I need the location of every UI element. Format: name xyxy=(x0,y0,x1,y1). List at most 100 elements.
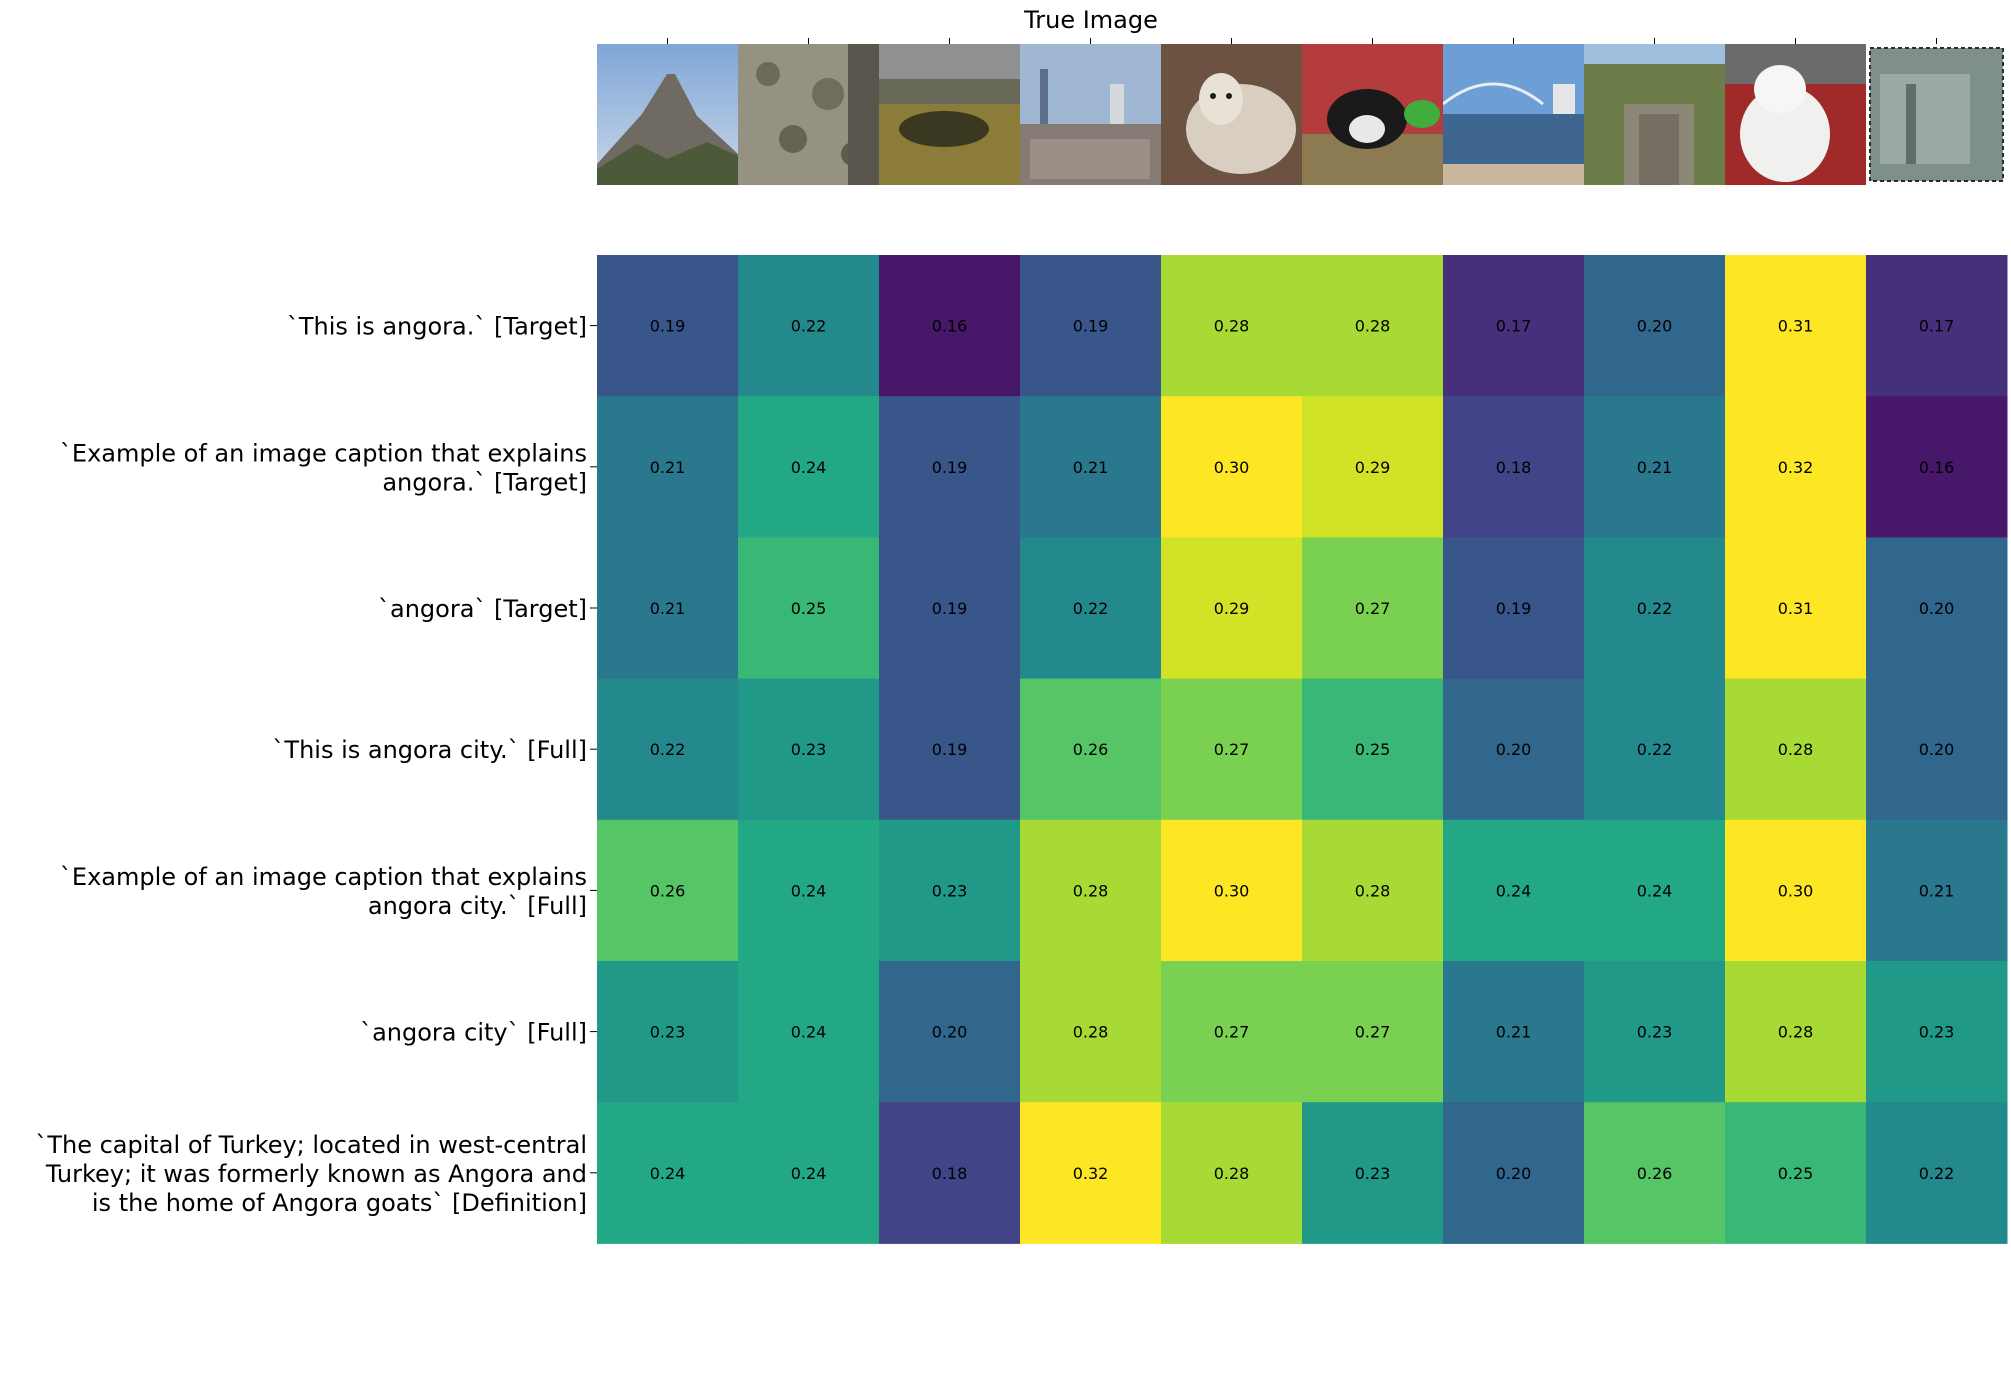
cell-value-label: 0.24 xyxy=(1637,881,1673,900)
cell-value-label: 0.16 xyxy=(932,317,968,336)
heatmap-cell-r2-c8 xyxy=(1725,537,1867,680)
cell-value-label: 0.28 xyxy=(1355,881,1391,900)
heatmap-cell-r0-c4 xyxy=(1161,255,1303,397)
row-label: `This is angora city.` [Full] xyxy=(272,736,587,764)
cell-value-label: 0.28 xyxy=(1214,317,1250,336)
cell-value-label: 0.24 xyxy=(1496,881,1532,900)
cell-value-label: 0.28 xyxy=(1073,1023,1109,1042)
cell-value-label: 0.20 xyxy=(1496,1164,1532,1183)
heatmap-cell-r3-c6 xyxy=(1443,678,1585,821)
cell-value-label: 0.24 xyxy=(791,1023,827,1042)
cell-value-label: 0.25 xyxy=(791,599,827,618)
heatmap-cell-r2-c7 xyxy=(1584,537,1726,680)
cell-value-label: 0.24 xyxy=(791,881,827,900)
heatmap-cell-r6-c9 xyxy=(1866,1102,2008,1244)
cell-value-label: 0.30 xyxy=(1778,881,1814,900)
white-cat-photo xyxy=(1725,44,1866,185)
heatmap-cell-r4-c9 xyxy=(1866,819,2008,962)
heatmap-cell-r1-c7 xyxy=(1584,396,1726,538)
cell-value-label: 0.28 xyxy=(1778,740,1814,759)
cell-value-label: 0.24 xyxy=(791,458,827,477)
cell-value-label: 0.22 xyxy=(650,740,686,759)
cell-value-label: 0.27 xyxy=(1355,599,1391,618)
cell-value-label: 0.19 xyxy=(650,317,686,336)
cell-value-label: 0.26 xyxy=(1073,740,1109,759)
heatmap-cell-r3-c2 xyxy=(879,678,1021,821)
cell-value-label: 0.21 xyxy=(1496,1023,1532,1042)
heatmap-cell-r4-c2 xyxy=(879,819,1021,962)
cell-value-labels: 0.19 0.22 0.16 0.19 0.28 0.28 0.17 0.20 0.31 0.17… xyxy=(650,317,1955,1183)
chart-title: True Image xyxy=(1023,6,1158,34)
cell-value-label: 0.21 xyxy=(1073,458,1109,477)
heatmap-cell-r1-c1 xyxy=(738,396,880,538)
cell-value-label: 0.29 xyxy=(1214,599,1250,618)
heatmap-cell-r0-c8 xyxy=(1725,255,1867,397)
heatmap-cell-r6-c7 xyxy=(1584,1102,1726,1244)
cell-value-label: 0.19 xyxy=(1073,317,1109,336)
heatmap-cell-r2-c1 xyxy=(738,537,880,680)
heatmap-cell-r0-c9 xyxy=(1866,255,2008,397)
cell-value-label: 0.27 xyxy=(1355,1023,1391,1042)
cell-value-label: 0.26 xyxy=(1637,1164,1673,1183)
heatmap-cell-r1-c5 xyxy=(1302,396,1444,538)
cell-value-label: 0.21 xyxy=(1637,458,1673,477)
cell-value-label: 0.20 xyxy=(1496,740,1532,759)
cell-value-label: 0.24 xyxy=(650,1164,686,1183)
cell-value-label: 0.21 xyxy=(650,599,686,618)
heatmap-cell-r1-c6 xyxy=(1443,396,1585,538)
cell-value-label: 0.31 xyxy=(1778,599,1814,618)
heatmap-cell-r5-c3 xyxy=(1020,961,1162,1103)
heatmap-cell-r4-c5 xyxy=(1302,819,1444,962)
heatmap-cell-r0-c6 xyxy=(1443,255,1585,397)
cell-value-label: 0.18 xyxy=(1496,458,1532,477)
pond-landscape-photo xyxy=(879,44,1020,185)
heatmap-cell-r3-c7 xyxy=(1584,678,1726,821)
rock-texture-photo xyxy=(738,44,879,185)
cell-value-label: 0.23 xyxy=(1637,1023,1673,1042)
heatmap-cell-r5-c2 xyxy=(879,961,1021,1103)
cell-value-label: 0.28 xyxy=(1355,317,1391,336)
cell-value-label: 0.24 xyxy=(791,1164,827,1183)
heatmap-cell-r6-c8 xyxy=(1725,1102,1867,1244)
heatmap-cell-r5-c7 xyxy=(1584,961,1726,1103)
river-bridge-photo xyxy=(1443,44,1584,185)
cell-value-label: 0.20 xyxy=(1919,599,1955,618)
cell-value-label: 0.20 xyxy=(1637,317,1673,336)
heatmap-cell-r0-c7 xyxy=(1584,255,1726,397)
row-label: `The capital of Turkey; located in west-… xyxy=(35,1131,587,1217)
heatmap-cell-r5-c8 xyxy=(1725,961,1867,1103)
heatmap-cell-r4-c4 xyxy=(1161,819,1303,962)
heatmap-cell-r1-c3 xyxy=(1020,396,1162,538)
heatmap-cell-r3-c1 xyxy=(738,678,880,821)
cell-value-label: 0.26 xyxy=(650,881,686,900)
sheep-photo xyxy=(1161,44,1302,185)
heatmap-cell-r5-c5 xyxy=(1302,961,1444,1103)
cell-value-label: 0.29 xyxy=(1355,458,1391,477)
heatmap-cell-r2-c3 xyxy=(1020,537,1162,680)
cell-value-label: 0.18 xyxy=(932,1164,968,1183)
heatmap-cell-r6-c4 xyxy=(1161,1102,1303,1244)
cell-value-label: 0.19 xyxy=(1496,599,1532,618)
cell-value-label: 0.32 xyxy=(1778,458,1814,477)
cell-value-label: 0.28 xyxy=(1073,881,1109,900)
cell-value-label: 0.17 xyxy=(1496,317,1532,336)
heatmap-cell-r0-c3 xyxy=(1020,255,1162,397)
heatmap-cell-r0-c0 xyxy=(597,255,739,397)
heatmap-cell-r2-c2 xyxy=(879,537,1021,680)
heatmap-cell-r1-c4 xyxy=(1161,396,1303,538)
heatmap-cell-r0-c2 xyxy=(879,255,1021,397)
cell-value-label: 0.23 xyxy=(1355,1164,1391,1183)
heatmap-cell-r1-c0 xyxy=(597,396,739,538)
postage-stamp-photo xyxy=(1866,44,2007,185)
heatmap-cell-r2-c5 xyxy=(1302,537,1444,680)
heatmap-cell-r0-c5 xyxy=(1302,255,1444,397)
cell-value-label: 0.21 xyxy=(650,458,686,477)
cell-value-label: 0.22 xyxy=(1073,599,1109,618)
cell-value-label: 0.19 xyxy=(932,458,968,477)
heatmap-cell-r3-c3 xyxy=(1020,678,1162,821)
heatmap-cell-r6-c6 xyxy=(1443,1102,1585,1244)
heatmap-cell-r4-c3 xyxy=(1020,819,1162,962)
cell-value-label: 0.23 xyxy=(1919,1023,1955,1042)
heatmap-cell-r4-c6 xyxy=(1443,819,1585,962)
